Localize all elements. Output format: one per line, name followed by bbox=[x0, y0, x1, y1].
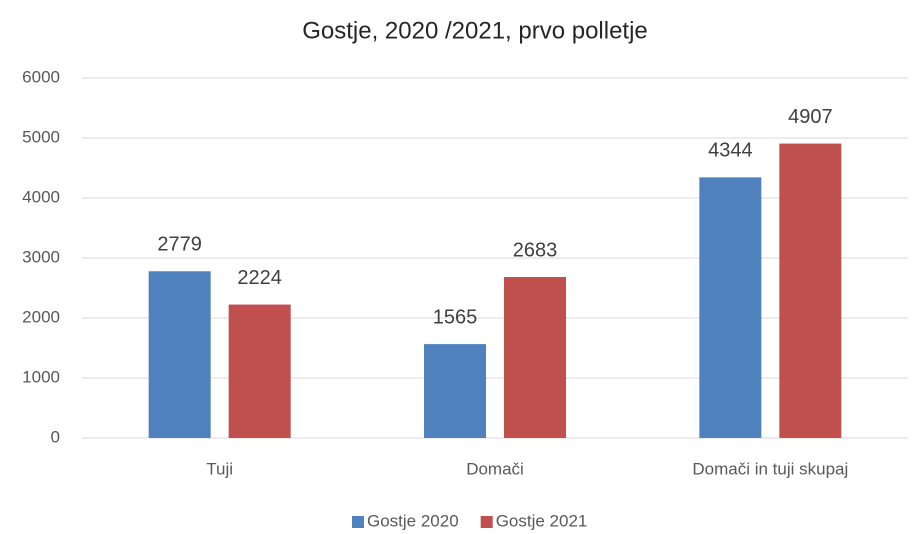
y-tick-label: 3000 bbox=[22, 247, 60, 266]
bar bbox=[424, 344, 486, 438]
y-tick-label: 2000 bbox=[22, 307, 60, 326]
bar bbox=[504, 277, 566, 438]
x-tick-label: Domači bbox=[466, 459, 524, 478]
value-label: 4344 bbox=[708, 140, 753, 162]
x-tick-label: Tuji bbox=[206, 459, 233, 478]
value-label: 2224 bbox=[237, 267, 282, 289]
legend-swatch bbox=[480, 516, 493, 528]
y-tick-label: 6000 bbox=[22, 67, 60, 86]
chart-title: Gostje, 2020 /2021, prvo polletje bbox=[302, 17, 648, 44]
y-tick-label: 0 bbox=[51, 427, 60, 446]
legend-swatch bbox=[352, 516, 364, 528]
bar bbox=[779, 143, 842, 438]
bar bbox=[148, 271, 211, 438]
y-tick-label: 1000 bbox=[22, 367, 60, 386]
value-label: 2779 bbox=[157, 234, 202, 256]
value-label: 1565 bbox=[433, 306, 478, 328]
legend-label: Gostje 2021 bbox=[496, 511, 588, 530]
y-tick-label: 4000 bbox=[22, 187, 60, 206]
bar bbox=[228, 304, 291, 438]
value-label: 2683 bbox=[513, 239, 558, 261]
x-tick-label: Domači in tuji skupaj bbox=[692, 459, 848, 478]
value-label: 4907 bbox=[788, 106, 833, 128]
y-tick-label: 5000 bbox=[22, 127, 60, 146]
legend-label: Gostje 2020 bbox=[367, 511, 459, 530]
bar bbox=[699, 177, 762, 439]
